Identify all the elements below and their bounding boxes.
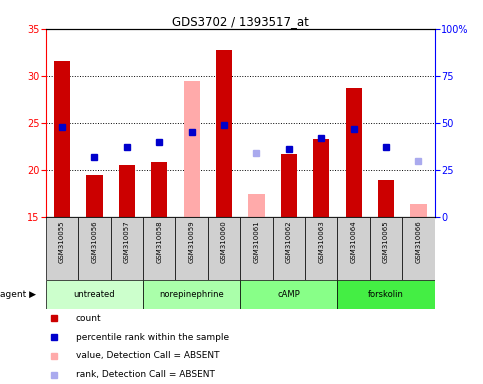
Bar	[78, 217, 111, 280]
Bar	[241, 217, 273, 280]
Bar	[338, 217, 370, 280]
Text: GSM310065: GSM310065	[383, 220, 389, 263]
Text: GSM310058: GSM310058	[156, 220, 162, 263]
Bar	[402, 217, 435, 280]
Text: untreated: untreated	[74, 290, 115, 299]
Bar	[216, 50, 232, 217]
Text: GSM310057: GSM310057	[124, 220, 130, 263]
Text: count: count	[76, 314, 101, 323]
Text: agent ▶: agent ▶	[0, 290, 37, 299]
Text: norepinephrine: norepinephrine	[159, 290, 224, 299]
Bar	[151, 162, 168, 217]
Bar	[313, 139, 329, 217]
Text: GSM310060: GSM310060	[221, 220, 227, 263]
Bar	[273, 217, 305, 280]
Bar	[111, 217, 143, 280]
Bar	[208, 217, 241, 280]
Bar	[305, 217, 338, 280]
Text: GSM310064: GSM310064	[351, 220, 357, 263]
Bar	[143, 280, 241, 309]
Bar	[346, 88, 362, 217]
Bar	[378, 180, 394, 217]
Bar	[248, 194, 265, 217]
Text: forskolin: forskolin	[368, 290, 404, 299]
Bar	[46, 217, 78, 280]
Bar	[370, 217, 402, 280]
Text: GSM310055: GSM310055	[59, 220, 65, 263]
Text: GSM310062: GSM310062	[286, 220, 292, 263]
Text: rank, Detection Call = ABSENT: rank, Detection Call = ABSENT	[76, 370, 214, 379]
Text: percentile rank within the sample: percentile rank within the sample	[76, 333, 229, 342]
Bar	[46, 280, 143, 309]
Bar	[119, 165, 135, 217]
Text: GSM310066: GSM310066	[415, 220, 422, 263]
Bar	[184, 81, 200, 217]
Bar	[338, 280, 435, 309]
Text: GSM310061: GSM310061	[254, 220, 259, 263]
Bar	[281, 154, 297, 217]
Bar	[54, 61, 70, 217]
Bar	[143, 217, 175, 280]
Bar	[86, 175, 102, 217]
Bar	[241, 280, 338, 309]
Text: GSM310056: GSM310056	[91, 220, 98, 263]
Text: GSM310063: GSM310063	[318, 220, 324, 263]
Text: value, Detection Call = ABSENT: value, Detection Call = ABSENT	[76, 351, 219, 361]
Text: GSM310059: GSM310059	[189, 220, 195, 263]
Bar	[175, 217, 208, 280]
Text: cAMP: cAMP	[278, 290, 300, 299]
Title: GDS3702 / 1393517_at: GDS3702 / 1393517_at	[172, 15, 309, 28]
Bar	[411, 204, 426, 217]
